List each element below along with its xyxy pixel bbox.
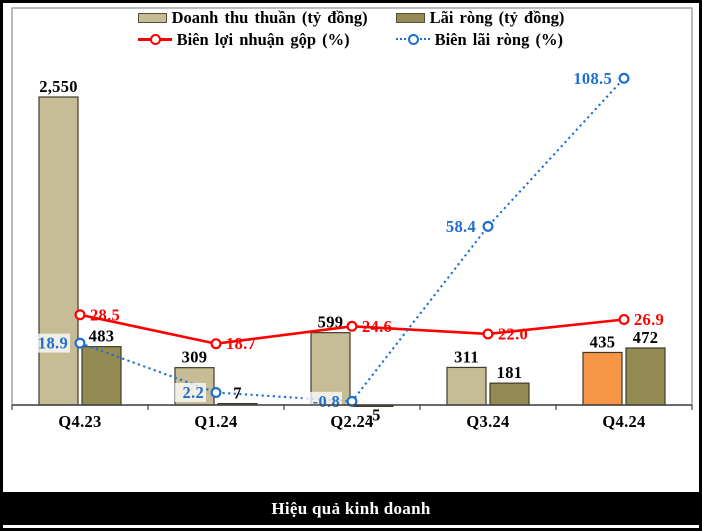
circle-marker-icon [149,34,161,45]
line-value-label: 108.5 [573,69,612,88]
line-marker [618,313,630,325]
legend-swatch-net-margin-line-icon [395,34,430,46]
line-marker [74,337,86,349]
x-axis-label: Q4.24 [602,412,645,431]
x-axis-label: Q4.23 [58,412,101,431]
bar [446,366,487,406]
line-marker [210,338,222,350]
line-marker [74,309,86,321]
chart-title-bar: Hiệu quả kinh doanh [3,492,699,525]
line-value-label: 2.2 [182,383,204,402]
legend-label-net-margin: Biên lãi ròng (%) [434,30,563,49]
legend-swatch-revenue-bar-icon [137,13,167,23]
bottom-strip [3,525,699,528]
legend-label-gross-margin: Biên lợi nhuận gộp (%) [176,30,350,49]
line-series [79,77,625,403]
line-marker [482,328,494,340]
legend-item-net-profit: Lãi ròng (tỷ đồng) [395,8,565,28]
bar-value-label: 181 [497,363,523,382]
bar-value-label: 309 [182,348,208,367]
x-axis-label: Q1.24 [194,412,237,431]
chart-title: Hiệu quả kinh doanh [271,498,431,518]
legend-item-net-margin: Biên lãi ròng (%) [395,30,565,50]
label-bg [302,391,342,411]
bar-value-label: 483 [89,327,115,346]
line-marker [346,320,358,332]
line-marker [482,220,494,232]
bar-value-label: 599 [318,313,344,332]
x-axis-label: Q2.24 [330,412,373,431]
line-value-label: 24.6 [362,317,392,336]
bar [582,351,623,406]
legend-item-gross-margin: Biên lợi nhuận gộp (%) [137,30,368,50]
line-value-label: 58.4 [446,217,476,236]
line-marker [210,386,222,398]
bar-value-label: 311 [454,347,479,366]
line-value-label: 18.9 [38,334,68,353]
line-value-label: 28.5 [90,305,120,324]
legend-swatch-net-profit-bar-icon [395,13,425,23]
bar [81,346,122,406]
label-bg [174,382,206,402]
circle-marker-icon [407,34,419,45]
label-bg [438,216,478,236]
x-axis-label: Q3.24 [466,412,509,431]
line-value-label: -0.8 [313,392,340,411]
line-value-label: 18.7 [226,334,256,353]
line-value-label: 26.9 [634,310,664,329]
bar-value-label: 472 [633,328,659,347]
line-marker [618,72,630,84]
bar [489,382,530,406]
legend-item-revenue: Doanh thu thuần (tỷ đồng) [137,8,368,28]
bar [625,347,666,406]
line-value-label: 22.0 [498,324,528,343]
legend-label-revenue: Doanh thu thuần (tỷ đồng) [171,8,368,27]
label-bg [566,68,614,88]
legend-label-net-profit: Lãi ròng (tỷ đồng) [429,8,565,27]
bar-value-label: -5 [366,405,380,424]
bar-value-label: 435 [590,332,616,351]
bar-value-label: 7 [233,384,242,403]
legend: Doanh thu thuần (tỷ đồng) Lãi ròng (tỷ đ… [0,8,702,50]
legend-swatch-gross-margin-line-icon [137,34,172,46]
label-bg [30,333,70,353]
bar [38,96,79,406]
bar-value-label: 2,550 [39,77,78,96]
